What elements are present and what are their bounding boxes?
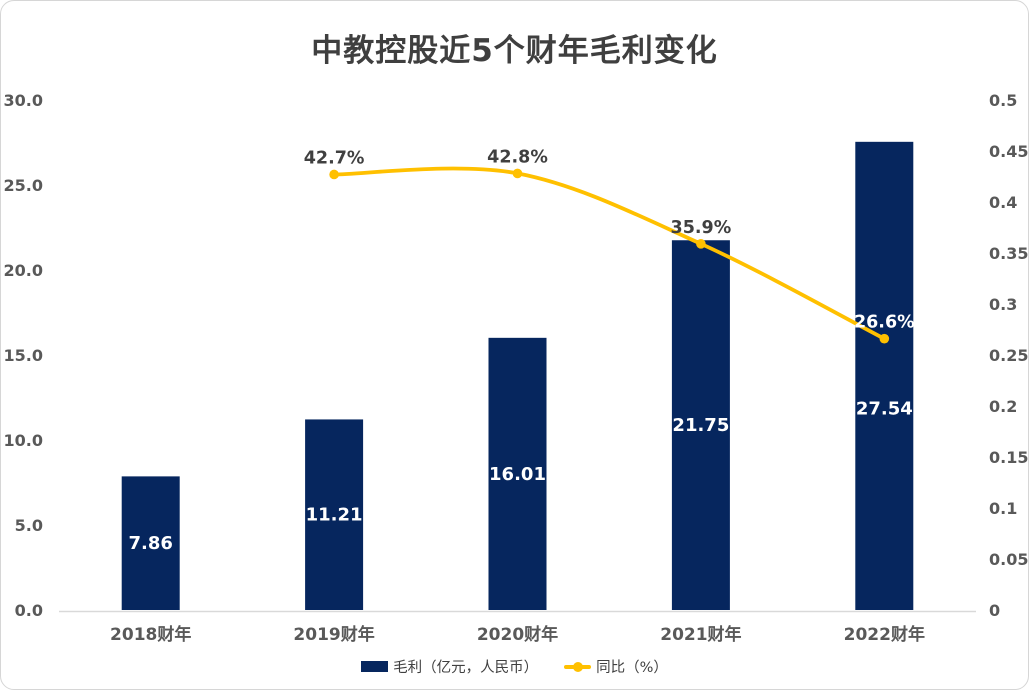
- right-axis-tick-5: 0.25: [989, 346, 1028, 365]
- yoy-point-marker-0: [329, 169, 339, 180]
- right-axis-tick-3: 0.15: [989, 448, 1028, 467]
- left-axis-tick-2: 10.0: [4, 431, 43, 450]
- bar-value-label-2018: 7.86: [128, 533, 172, 554]
- right-axis-tick-2: 0.1: [989, 499, 1017, 518]
- bar-value-label-2022: 27.54: [856, 399, 913, 420]
- chart-legend: 毛利（亿元，人民币） 同比（%）: [1, 656, 1028, 677]
- bar-value-label-2019: 11.21: [306, 505, 363, 526]
- right-axis-tick-10: 0.5: [989, 91, 1017, 110]
- line-swatch-icon: [564, 661, 592, 672]
- bar-value-label-2020: 16.01: [489, 464, 546, 485]
- yoy-value-label-3: 26.6%: [854, 313, 915, 333]
- legend-item-gross-profit: 毛利（亿元，人民币）: [361, 656, 538, 677]
- right-axis-tick-8: 0.4: [989, 193, 1017, 212]
- yoy-value-label-0: 42.7%: [304, 148, 365, 168]
- left-axis-tick-0: 0.0: [15, 601, 43, 620]
- x-axis-label-2: 2020财年: [477, 624, 558, 645]
- bar-2020: [488, 337, 547, 610]
- bar-2019: [305, 419, 364, 610]
- legend-item-yoy: 同比（%）: [564, 656, 668, 677]
- yoy-value-label-1: 42.8%: [487, 147, 548, 167]
- yoy-point-marker-3: [879, 333, 890, 344]
- legend-label-gross-profit: 毛利（亿元，人民币）: [393, 660, 539, 676]
- right-axis-tick-7: 0.35: [989, 244, 1028, 263]
- right-axis-tick-1: 0.05: [989, 550, 1028, 569]
- left-axis-tick-4: 20.0: [4, 261, 43, 280]
- yoy-point-marker-1: [512, 168, 523, 179]
- right-axis-tick-4: 0.2: [989, 397, 1017, 416]
- bar-swatch-icon: [361, 661, 389, 672]
- bar-value-label-2021: 21.75: [672, 415, 729, 436]
- yoy-line: [332, 166, 887, 341]
- left-axis-tick-3: 15.0: [4, 346, 43, 365]
- bar-2021: [671, 240, 730, 610]
- left-axis-tick-1: 5.0: [15, 516, 43, 535]
- x-axis-label-3: 2021财年: [660, 624, 741, 645]
- yoy-value-label-2: 35.9%: [671, 218, 732, 238]
- yoy-point-marker-2: [696, 239, 706, 249]
- right-axis-tick-0: 0: [989, 601, 1000, 620]
- bar-2022: [855, 141, 914, 610]
- legend-label-yoy: 同比（%）: [596, 660, 668, 676]
- right-axis-tick-9: 0.45: [989, 142, 1028, 161]
- x-axis-label-1: 2019财年: [293, 624, 374, 645]
- x-axis-label-4: 2022财年: [844, 624, 925, 645]
- left-axis-tick-5: 25.0: [4, 176, 43, 195]
- bar-2018: [121, 476, 180, 610]
- chart-title: 中教控股近5个财年毛利变化: [311, 33, 718, 69]
- x-axis-label-0: 2018财年: [110, 624, 191, 645]
- right-axis-tick-6: 0.3: [989, 295, 1017, 314]
- left-axis-tick-6: 30.0: [4, 91, 43, 110]
